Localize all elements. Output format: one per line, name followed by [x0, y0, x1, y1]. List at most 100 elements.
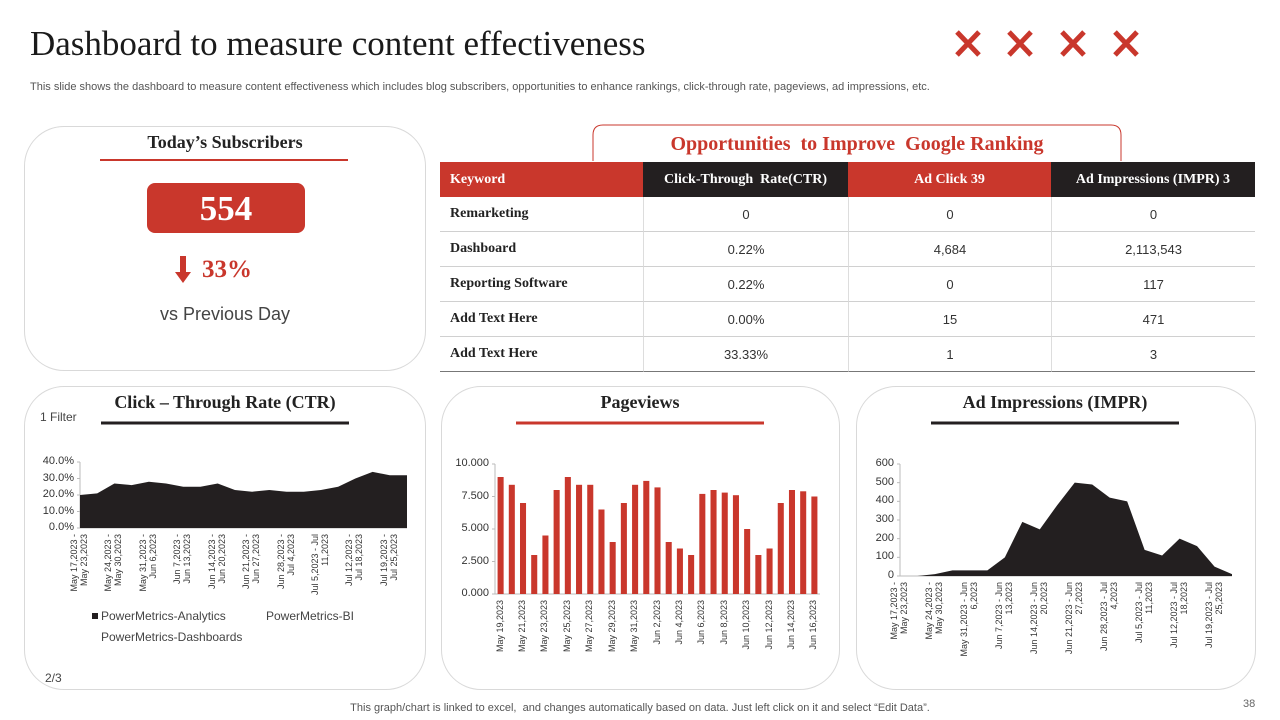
subtitle: This slide shows the dashboard to measur… [30, 81, 930, 93]
bar [553, 490, 560, 594]
bar [777, 503, 784, 594]
table-cell: 0 [643, 197, 848, 232]
y-tick-label: 0 [887, 569, 894, 581]
y-tick-label: 0.000 [461, 587, 489, 599]
chart-title: Ad Impressions (IMPR) [962, 392, 1148, 412]
table-cell: 3 [1051, 337, 1255, 372]
y-tick-label: 40.0% [42, 455, 74, 467]
bar [811, 496, 818, 594]
y-tick-label: 7.500 [461, 489, 489, 502]
table-cell: 0.22% [643, 267, 848, 302]
down-arrow [175, 256, 191, 283]
x-tick-label: Jun 4,2023 [673, 600, 684, 645]
x-tick-label: Jun 21,2023 - Jun 27,2023 [241, 534, 262, 590]
subscribers-card [24, 126, 426, 371]
bar [587, 484, 594, 594]
x-tick-label: Jun 21,2023 - Jun 27,2023 [1063, 582, 1084, 655]
y-tick-label: 5.000 [461, 522, 489, 534]
x-icon [1007, 30, 1033, 57]
legend-label: PowerMetrics-BI [266, 609, 355, 623]
x-tick-label: May 31,2023 - Jun 6,2023 [958, 582, 979, 657]
table-cell: Add Text Here [440, 302, 643, 337]
y-tick-label: 300 [875, 513, 894, 525]
bar [508, 484, 515, 594]
table-cell: 15 [848, 302, 1051, 337]
table-cell: 1 [848, 337, 1051, 372]
chart-title: Click – Through Rate (CTR) [114, 392, 336, 412]
legend-label: PowerMetrics-Dashboards [101, 630, 243, 644]
page-number: 38 [1243, 698, 1256, 710]
impr-card [856, 386, 1256, 690]
bar [755, 555, 762, 594]
bar [699, 493, 706, 594]
bar [665, 542, 672, 594]
subscriber-count: 554 [199, 189, 253, 228]
table-cell: 0 [848, 197, 1051, 232]
x-tick-label: Jun 28,2023 - Jul 4,2023 [275, 534, 296, 590]
bar [531, 555, 538, 594]
x-tick-label: Jun 12,2023 [763, 600, 774, 650]
x-tick-label: May 23,2023 [539, 600, 550, 653]
bar [609, 542, 616, 594]
chart-title: Pageviews [600, 392, 680, 412]
x-tick-label: Jul 19,2023 - Jul 25,2023 [1203, 582, 1224, 649]
table-cell: 471 [1051, 302, 1255, 337]
area [80, 471, 407, 528]
table-cell: 117 [1051, 267, 1255, 302]
y-tick-label: 20.0% [42, 488, 74, 500]
x-tick-label: Jun 2,2023 [651, 600, 662, 645]
bar [788, 490, 796, 594]
x-tick-label: May 29,2023 [606, 600, 617, 653]
bar [497, 477, 504, 594]
x-tick-label: Jun 14,2023 - Jun 20,2023 [206, 534, 227, 590]
x-tick-label: May 17,2023 - May 23,2023 [889, 582, 909, 640]
ctr-card [24, 386, 426, 690]
x-tick-label: May 17,2023 - May 23,2023 [69, 534, 89, 592]
x-icon [1113, 30, 1139, 57]
table-cell: 2,113,543 [1051, 232, 1255, 267]
title: Dashboard to measure content effectivene… [30, 24, 646, 63]
x-tick-label: Jun 14,2023 [785, 600, 796, 650]
x-tick-label: Jul 12,2023 - Jul 18,2023 [1168, 582, 1189, 649]
bar [710, 490, 717, 594]
table-cell: 33.33% [643, 337, 848, 372]
x-tick-label: May 19,2023 [494, 600, 505, 653]
table-cell: Reporting Software [440, 267, 643, 302]
x-tick-label: May 25,2023 [561, 600, 572, 653]
bar [576, 484, 583, 594]
x-tick-label: Jul 5,2023 - Jul 11,2023 [309, 534, 330, 596]
bar [542, 535, 549, 594]
bar [732, 495, 739, 594]
y-tick-label: 10.0% [42, 504, 74, 517]
bar [643, 480, 650, 594]
card-title: Today’s Subscribers [147, 132, 303, 152]
bar [564, 477, 571, 594]
x-tick-label: May 21,2023 [517, 600, 528, 653]
table-cell: 4,684 [848, 232, 1051, 267]
x-tick-label: May 31,2023 [629, 600, 640, 653]
y-tick-label: 30.0% [42, 471, 74, 484]
table-title: Opportunities to Improve Google Ranking [670, 133, 1044, 155]
area [900, 482, 1232, 576]
x-tick-label: Jul 12,2023 - Jul 18,2023 [344, 534, 365, 587]
pager: 2/3 [45, 671, 62, 685]
y-tick-label: 100 [875, 550, 894, 563]
y-tick-label: 2.500 [461, 554, 489, 567]
table-cell: 0.22% [643, 232, 848, 267]
legend-label: PowerMetrics-Analytics [101, 609, 226, 623]
y-tick-label: 400 [875, 494, 894, 507]
x-icon [1060, 30, 1086, 57]
table-header-cell: Keyword [440, 162, 643, 197]
x-icon [955, 30, 981, 57]
x-tick-label: Jun 28,2023 - Jul 4,2023 [1098, 582, 1119, 652]
table-header-cell: Ad Click 39 [848, 162, 1051, 197]
table-title-box [592, 124, 1122, 161]
table-cell: Remarketing [440, 197, 643, 232]
x-icons [955, 30, 1139, 57]
table-cell: Add Text Here [440, 337, 643, 372]
x-tick-label: Jul 19,2023 - Jul 25,2023 [378, 534, 399, 587]
y-tick-label: 500 [875, 475, 894, 488]
x-tick-label: Jun 10,2023 [741, 600, 752, 650]
legend-marker [92, 613, 98, 619]
